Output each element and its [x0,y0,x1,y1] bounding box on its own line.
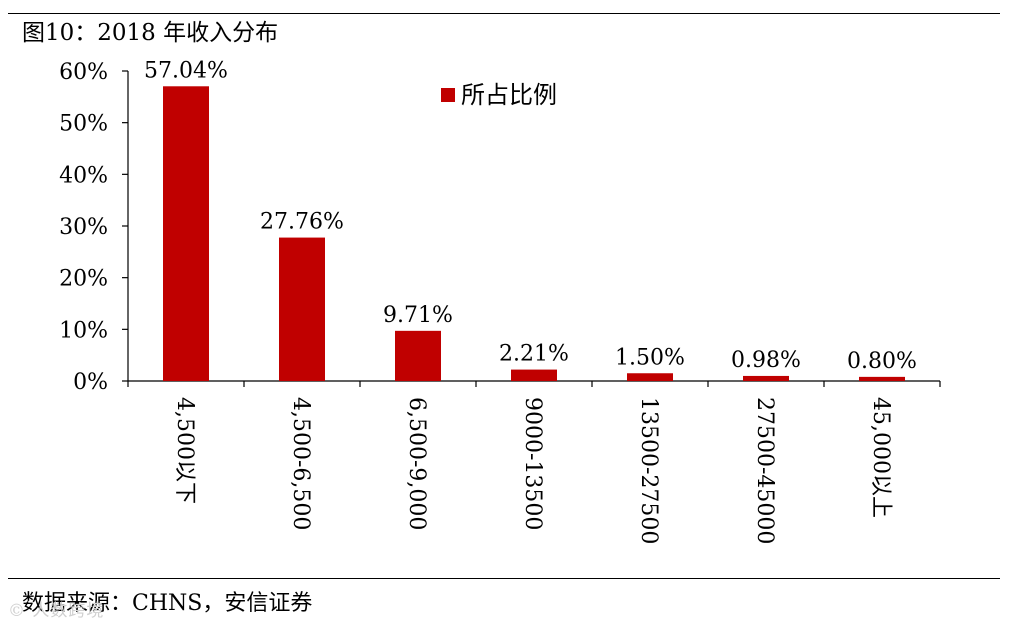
figure-title: 图10：2018 年收入分布 [22,20,279,46]
top-rule [8,13,1000,14]
x-category-label: 4,500以下 [172,397,197,504]
x-category-label: 9000-13500 [520,397,545,530]
y-tick-label: 40% [59,163,108,188]
legend-label: 所占比例 [461,81,557,109]
y-tick-label: 10% [59,318,108,343]
bar-value-label: 9.71% [383,303,453,328]
bar-value-label: 27.76% [260,210,344,235]
x-category-label: 13500-27500 [636,397,661,544]
x-category-label: 4,500-6,500 [288,397,313,530]
legend-swatch [441,88,455,102]
y-tick-label: 20% [59,267,108,292]
y-tick-label: 30% [59,215,108,240]
bar-value-label: 57.04% [144,58,228,83]
watermark: © 人数跨境 [8,601,105,621]
bar [395,330,441,381]
x-category-label: 45,000以上 [868,397,893,518]
x-category-label: 27500-45000 [752,397,777,544]
bar [511,369,557,381]
y-tick-label: 50% [59,112,108,137]
source-note: 数据来源：CHNS，安信证券 [22,591,313,616]
bottom-rule [8,578,1000,579]
bar-value-label: 0.98% [731,348,801,373]
bar [627,373,673,381]
y-tick-label: 60% [59,60,108,85]
bar-value-label: 1.50% [615,345,685,370]
bar-value-label: 0.80% [847,349,917,374]
bar [279,237,325,381]
bar [743,375,789,381]
x-category-label: 6,500-9,000 [404,397,429,530]
bar [859,376,905,381]
bar [163,86,209,381]
bar-value-label: 2.21% [499,342,569,367]
y-tick-label: 0% [73,370,108,395]
